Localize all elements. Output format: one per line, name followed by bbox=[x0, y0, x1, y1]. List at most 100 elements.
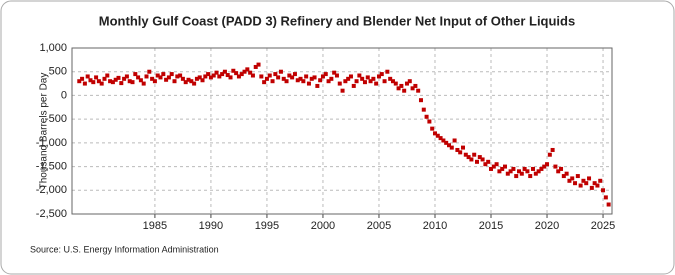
y-axis-label: Thousand Barrels per Day bbox=[39, 73, 50, 190]
point bbox=[497, 169, 502, 174]
point bbox=[318, 78, 323, 83]
point bbox=[175, 74, 180, 79]
point bbox=[410, 86, 415, 91]
point bbox=[309, 76, 314, 81]
point bbox=[584, 181, 589, 186]
point bbox=[446, 143, 451, 148]
point bbox=[214, 70, 219, 75]
point bbox=[382, 79, 387, 84]
point bbox=[332, 70, 337, 75]
point bbox=[88, 78, 93, 83]
point bbox=[441, 138, 446, 143]
point bbox=[290, 75, 295, 80]
point bbox=[138, 78, 143, 83]
point bbox=[553, 164, 558, 169]
point bbox=[152, 79, 157, 84]
x-tick-label: 2000 bbox=[311, 220, 335, 232]
point bbox=[236, 74, 241, 79]
point bbox=[603, 195, 608, 200]
point bbox=[508, 169, 513, 174]
point bbox=[455, 147, 460, 152]
point bbox=[503, 164, 508, 169]
point bbox=[133, 72, 138, 77]
point bbox=[511, 166, 516, 171]
point bbox=[390, 79, 395, 84]
point bbox=[169, 72, 174, 77]
point bbox=[155, 73, 160, 78]
point bbox=[567, 178, 572, 183]
point bbox=[483, 162, 488, 167]
point bbox=[539, 166, 544, 171]
point bbox=[469, 157, 474, 162]
point bbox=[91, 80, 96, 85]
x-tick-label: 1985 bbox=[143, 220, 167, 232]
point bbox=[573, 181, 578, 186]
point bbox=[164, 77, 169, 82]
point bbox=[197, 75, 202, 80]
point bbox=[376, 74, 381, 79]
point bbox=[519, 171, 524, 176]
point bbox=[99, 81, 104, 86]
source: Source: U.S. Energy Information Administ… bbox=[30, 244, 219, 254]
point bbox=[192, 81, 197, 86]
point bbox=[178, 73, 183, 78]
point bbox=[80, 76, 85, 81]
point bbox=[416, 88, 421, 93]
point bbox=[480, 157, 485, 162]
plot-border bbox=[71, 47, 613, 215]
point bbox=[105, 73, 110, 78]
point bbox=[301, 79, 306, 84]
point bbox=[362, 80, 367, 85]
point bbox=[183, 80, 188, 85]
point bbox=[494, 162, 499, 167]
point bbox=[500, 166, 505, 171]
point bbox=[589, 185, 594, 190]
point bbox=[570, 176, 575, 181]
point bbox=[267, 73, 272, 78]
point bbox=[284, 79, 289, 84]
point bbox=[424, 114, 429, 119]
point bbox=[578, 183, 583, 188]
point bbox=[430, 126, 435, 131]
y-tick-label: -2,000 bbox=[36, 184, 67, 196]
point bbox=[514, 174, 519, 179]
point bbox=[452, 138, 457, 143]
point bbox=[108, 79, 113, 84]
point bbox=[264, 76, 269, 81]
point bbox=[259, 74, 264, 79]
point bbox=[234, 71, 239, 76]
point bbox=[250, 73, 255, 78]
point bbox=[292, 72, 297, 77]
point bbox=[581, 178, 586, 183]
point bbox=[575, 174, 580, 179]
point bbox=[189, 79, 194, 84]
point bbox=[194, 76, 199, 81]
point bbox=[368, 79, 373, 84]
point bbox=[281, 76, 286, 81]
point bbox=[517, 169, 522, 174]
point bbox=[525, 169, 530, 174]
point bbox=[421, 107, 426, 112]
point bbox=[150, 76, 155, 81]
point bbox=[278, 69, 283, 74]
point bbox=[413, 83, 418, 88]
point bbox=[85, 74, 90, 79]
point bbox=[435, 133, 440, 138]
point bbox=[432, 131, 437, 136]
point bbox=[601, 188, 606, 193]
point bbox=[556, 169, 561, 174]
point bbox=[306, 81, 311, 86]
point bbox=[203, 74, 208, 79]
point bbox=[399, 83, 404, 88]
point bbox=[444, 140, 449, 145]
x-tick-label: 2020 bbox=[535, 220, 559, 232]
point bbox=[312, 75, 317, 80]
point bbox=[320, 74, 325, 79]
x-tick-label: 2025 bbox=[591, 220, 615, 232]
point bbox=[528, 174, 533, 179]
point bbox=[564, 171, 569, 176]
point bbox=[477, 155, 482, 160]
point bbox=[587, 176, 592, 181]
point bbox=[460, 145, 465, 150]
point bbox=[248, 70, 253, 75]
